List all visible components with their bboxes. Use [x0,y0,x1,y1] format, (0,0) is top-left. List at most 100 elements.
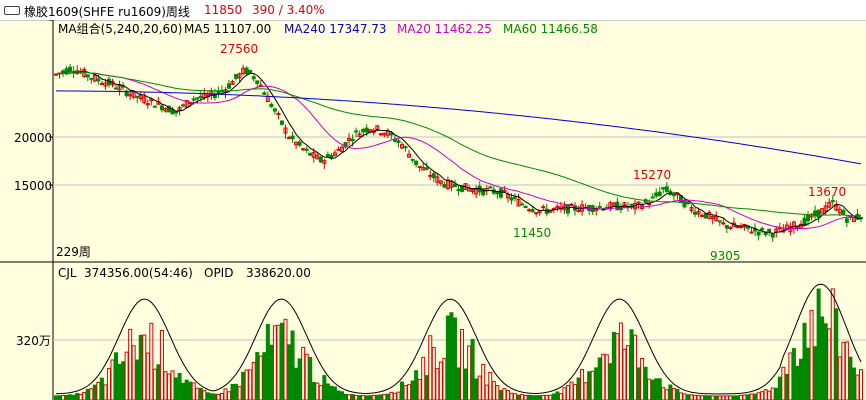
chart-svg[interactable] [0,20,866,400]
candlestick-body [767,228,772,233]
candlestick-body [421,167,426,171]
candlestick-body [816,209,821,218]
candlestick-body [654,192,659,197]
volume-bar [512,393,517,400]
volume-bar [417,378,422,400]
volume-bar [382,394,387,400]
volume-bar [527,394,532,400]
volume-bar [170,370,175,400]
volume-bar [297,358,302,400]
price-change: 390 / 3.40% [252,3,325,17]
candlestick-body [198,95,203,99]
chart-area[interactable]: MA组合(5,240,20,60) MA5 11107.00 MA240 173… [0,20,866,400]
volume-bar [117,364,122,400]
volume-bar [339,391,344,400]
volume-bar [255,352,260,400]
candlestick-body [237,73,242,79]
volume-bar [438,361,443,400]
volume-bar [166,373,171,400]
volume-bar [424,375,429,400]
annotation-low-9305: 9305 [710,249,741,263]
volume-bar [283,318,288,400]
volume-bar [445,315,450,400]
volume-bar [195,387,200,400]
candlestick-body [297,141,302,146]
volume-bar [57,395,62,400]
candlestick-body [163,108,168,112]
volume-bar [276,324,281,400]
volume-bar [198,388,203,400]
ma240-line [56,90,862,165]
candlestick-body [142,96,147,104]
volume-bar [325,383,330,400]
volume-bar [756,392,761,400]
candlestick-body [428,174,433,177]
volume-bar [110,359,115,400]
candlestick-body [710,216,715,220]
volume-bar [301,346,306,400]
volume-bar [304,353,309,400]
volume-bar [329,385,334,400]
candlestick-body [717,220,722,223]
candlestick-body [576,210,581,213]
volume-bar [279,322,284,400]
volume-bar [509,392,514,400]
volume-bar [802,322,807,400]
opid-label: OPID [204,266,234,280]
annotation-high-27560: 27560 [220,42,259,56]
candlestick-body [382,132,387,136]
volume-bar [89,388,94,400]
candlestick-body [361,129,366,133]
volume-bar [643,366,648,400]
volume-bar [99,377,104,400]
volume-bars [54,288,863,400]
candlestick-body [534,212,539,215]
candlestick-body [608,202,613,210]
volume-bar [770,387,775,400]
volume-bar [738,394,743,400]
volume-bar [742,394,747,400]
volume-bar [156,364,161,400]
volume-bar [675,389,680,400]
volume-bar [414,370,419,400]
volume-bar [640,357,645,400]
ma20-label: MA20 11462.25 [397,22,492,36]
volume-bar [474,378,479,400]
volume-bar [682,393,687,400]
opid-line [55,283,862,395]
candlestick-body [396,140,401,143]
volume-bar [131,345,136,400]
volume-bar [159,329,164,400]
volume-bar [710,395,715,400]
candlestick-body [682,199,687,208]
grid-layer [0,20,866,400]
window-menu-icon[interactable] [4,6,20,15]
candlestick-body [159,105,164,111]
candlestick-body [703,213,708,219]
candlestick-body [456,189,461,192]
volume-bar [502,388,507,400]
volume-bar [142,334,147,400]
volume-bar [177,372,182,400]
ma5-label: MA5 11107.00 [184,22,272,36]
volume-bar [788,352,793,400]
candlestick-body [308,152,313,156]
volume-bar [244,369,249,400]
volume-bar [731,395,736,400]
y-tick-20000: 20000 [14,131,53,145]
volume-bar [272,325,277,400]
candlestick-body [195,97,200,100]
volume-bar [604,354,609,400]
volume-bar [537,395,542,400]
candlestick-body [520,203,525,206]
volume-bar [827,328,832,400]
annotation-low-11450: 11450 [513,226,552,240]
candlestick-body [470,189,475,193]
volume-bar [760,391,765,400]
volume-bar [851,367,856,400]
volume-bar [258,355,263,400]
candlestick-body [166,105,171,113]
candlestick-body [498,188,503,198]
volume-bar [608,363,613,400]
candlestick-body [145,103,150,106]
